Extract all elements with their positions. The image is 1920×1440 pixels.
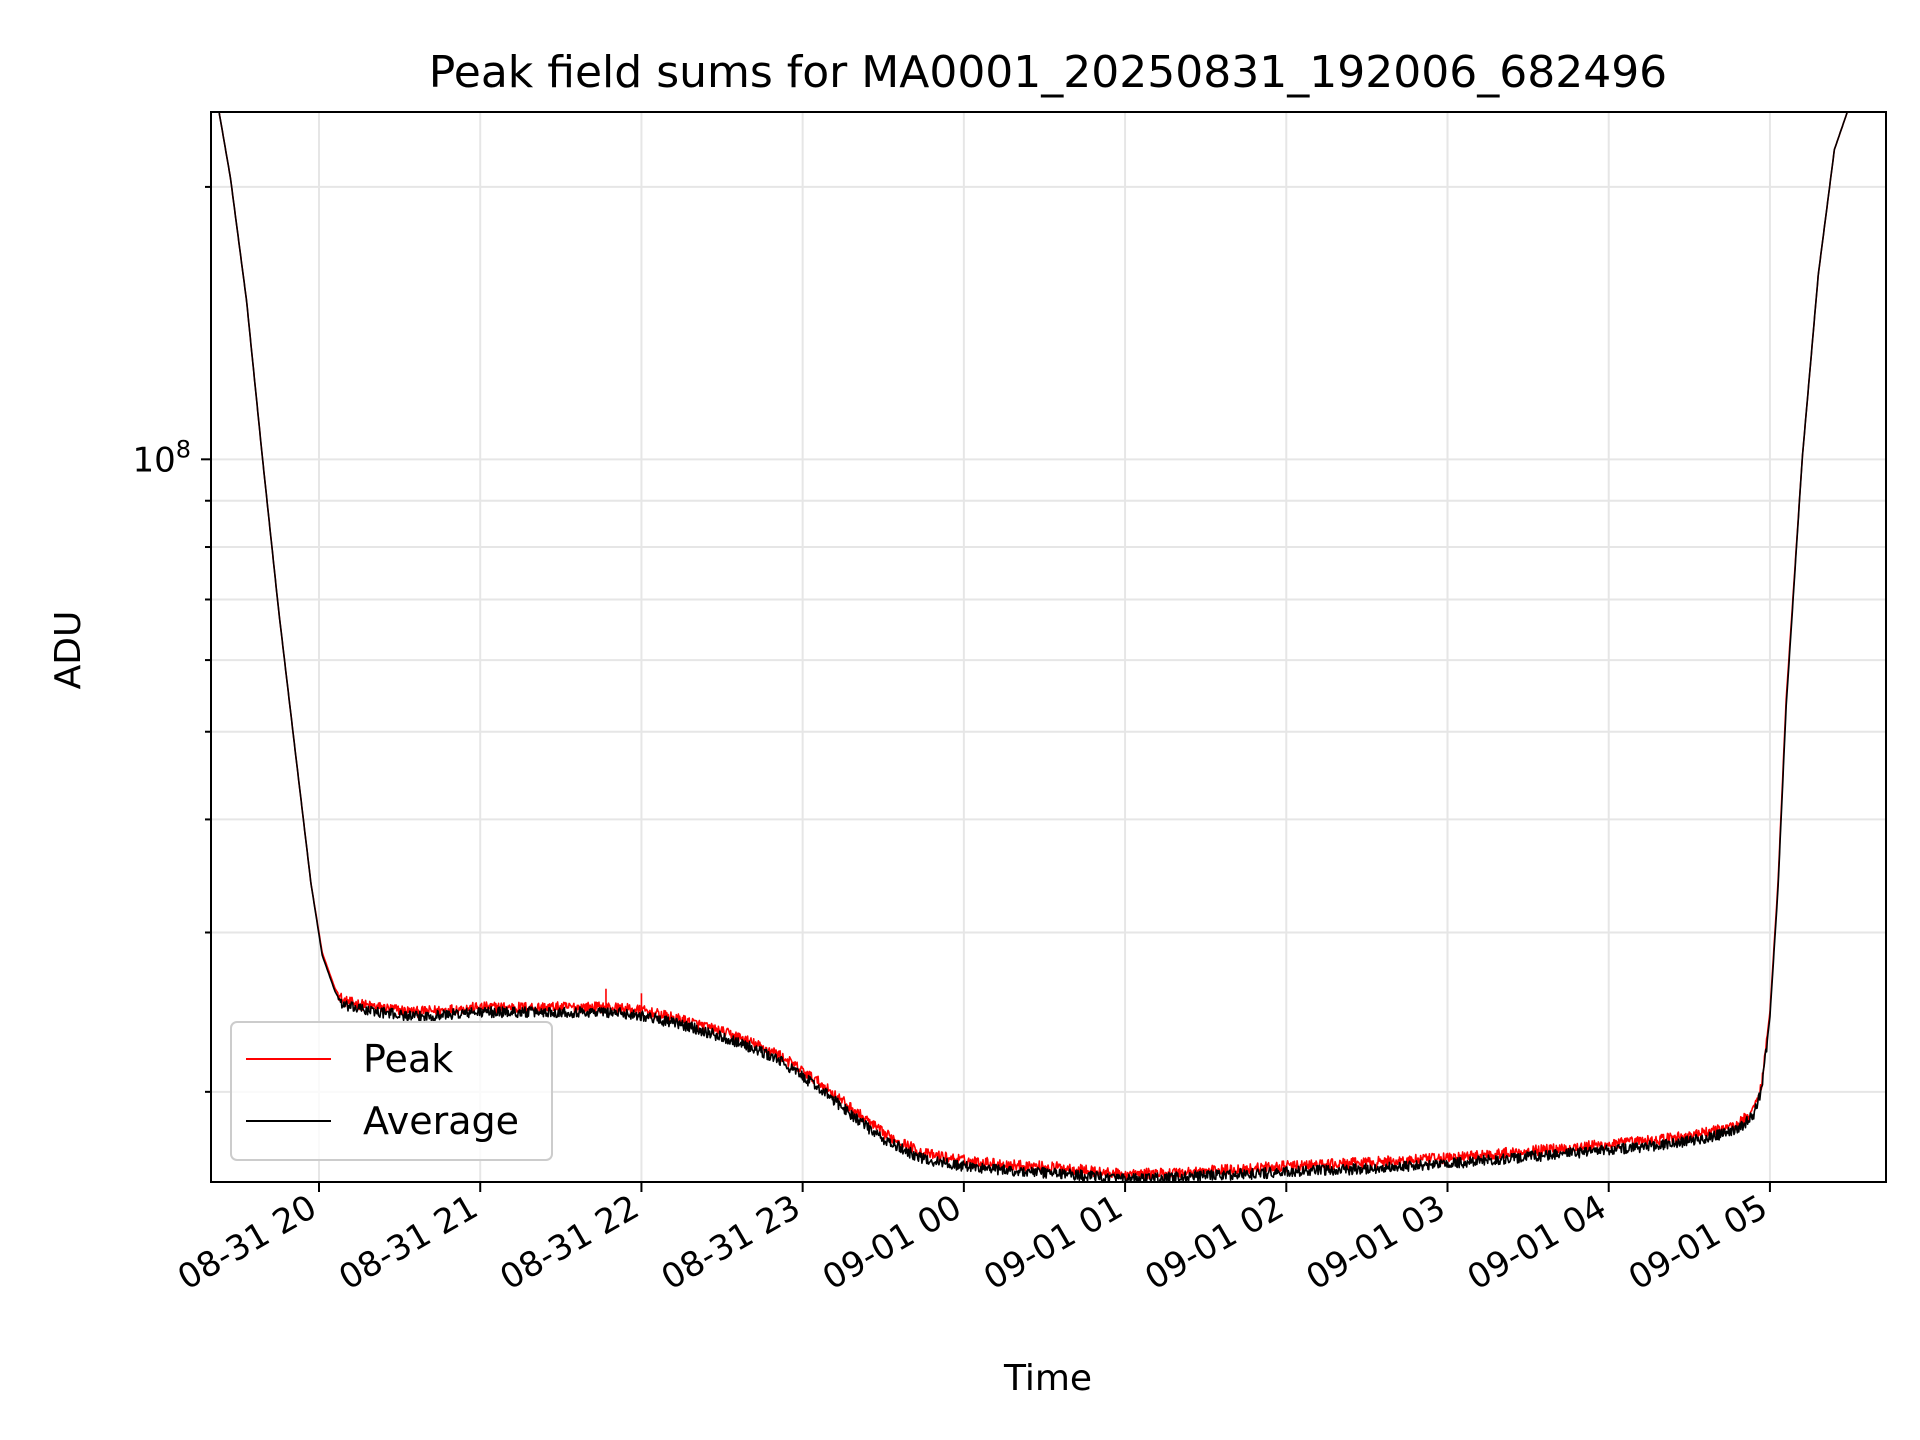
legend-label-peak: Peak xyxy=(363,1037,453,1081)
x-axis-label: Time xyxy=(1003,1358,1092,1399)
legend: Peak Average xyxy=(230,1021,553,1161)
grid-layer xyxy=(211,112,1886,1182)
legend-box xyxy=(230,1021,553,1161)
legend-label-average: Average xyxy=(363,1099,519,1143)
series-line-average xyxy=(218,112,1849,1182)
series-layer xyxy=(218,112,1849,1182)
y-tick-label: 108 xyxy=(132,435,191,480)
y-axis-label: ADU xyxy=(48,611,89,690)
plot-frame xyxy=(210,111,1887,1183)
chart-title: Peak field sums for MA0001_20250831_1920… xyxy=(429,47,1667,98)
series-line-peak xyxy=(218,112,1849,1181)
